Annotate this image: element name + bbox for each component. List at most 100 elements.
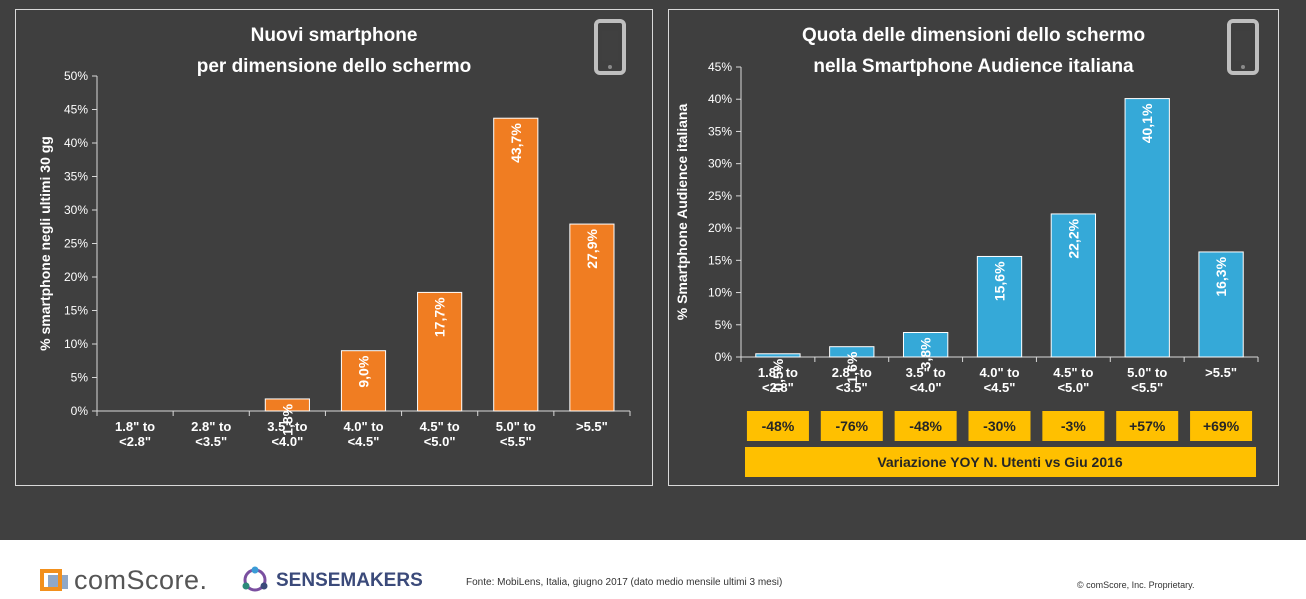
y-tick-label: 0% (71, 404, 89, 418)
bar-1 (755, 353, 801, 358)
x-category-label: 3.5" to (906, 365, 946, 380)
chart-title-line-2: per dimensione dello schermo (196, 56, 472, 77)
x-category-label: <5.0" (1057, 380, 1089, 395)
x-category-label: 5.0" to (496, 419, 536, 434)
source-note: Fonte: MobiLens, Italia, giugno 2017 (da… (466, 577, 783, 588)
footer (0, 540, 1306, 599)
chart-title-line-1: Nuovi smartphone (250, 25, 418, 46)
x-category-label: 4.0" to (343, 419, 383, 434)
data-label-4: 15,6% (992, 261, 1008, 301)
y-tick-label: 25% (64, 237, 88, 251)
y-tick-label: 40% (708, 92, 732, 106)
x-category-label: <3.5" (195, 434, 227, 449)
yoy-change-box-1 (746, 411, 809, 441)
x-category-label: <5.5" (500, 434, 532, 449)
yoy-change-value-6: +57% (1129, 418, 1166, 434)
y-tick-label: 45% (64, 103, 88, 117)
yoy-change-value-4: -30% (983, 418, 1016, 434)
bar-chart-new-smartphones: 0% 5% 10% 15% 20% 25% 30% 35% 40% 45% 50% % smartph… (37, 69, 631, 449)
chart-panel-audience: Quota delle dimensioni dello schermo nel… (668, 9, 1279, 486)
x-category-label: 1.8" to (115, 419, 155, 434)
y-tick-label: 20% (64, 270, 88, 284)
yoy-change-value-1: -48% (762, 418, 795, 434)
y-tick-label: 25% (708, 189, 732, 203)
data-label-4: 9,0% (356, 355, 372, 387)
x-category-label: <4.0" (910, 380, 942, 395)
x-category-label: >5.5" (576, 419, 608, 434)
x-category-label: <2.8" (762, 380, 794, 395)
x-category-label: <3.5" (836, 380, 868, 395)
data-label-5: 17,7% (432, 297, 448, 337)
y-axis-title: % Smartphone Audience italiana (674, 104, 690, 321)
y-tick-label: 5% (715, 318, 733, 332)
y-tick-label: 35% (708, 124, 732, 138)
y-tick-label: 15% (64, 304, 88, 318)
data-label-6: 40,1% (1139, 103, 1155, 143)
x-category-label: <2.8" (119, 434, 151, 449)
y-tick-label: 10% (708, 286, 732, 300)
comscore-logo (40, 569, 62, 591)
yoy-caption: Variazione YOY N. Utenti vs Giu 2016 (877, 454, 1123, 470)
yoy-change-value-7: +69% (1203, 418, 1240, 434)
y-tick-label: 10% (64, 337, 88, 351)
yoy-change-value-3: -48% (909, 418, 942, 434)
x-category-label: <5.5" (1131, 380, 1163, 395)
x-category-label: 4.5" to (1053, 365, 1093, 380)
yoy-change-box-5 (1042, 411, 1105, 441)
data-label-7: 16,3% (1213, 256, 1229, 296)
copyright-note: © comScore, Inc. Proprietary. (1077, 580, 1195, 590)
bar-5 (1050, 213, 1097, 358)
y-tick-label: 50% (64, 69, 88, 83)
x-category-label: >5.5" (1205, 365, 1237, 380)
smartphone-icon (594, 19, 626, 75)
chart-title: Quota delle dimensioni dello schermo nel… (669, 20, 1278, 82)
bar-2 (829, 346, 875, 358)
x-category-label: <5.0" (424, 434, 456, 449)
x-category-label: 4.0" to (979, 365, 1019, 380)
yoy-change-value-5: -3% (1061, 418, 1086, 434)
yoy-change-box-4 (968, 411, 1031, 441)
bar-4 (976, 255, 1023, 358)
bar-6 (493, 117, 539, 412)
bar-chart-audience: 0% 5% 10% 15% 20% 25% 30% 35% 40% 45% % Smartphone… (674, 60, 1259, 477)
data-label-7: 27,9% (584, 229, 600, 269)
x-category-label: 2.8" to (191, 419, 231, 434)
x-category-label: 2.8" to (832, 365, 872, 380)
yoy-change-box-3 (894, 411, 957, 441)
yoy-change-box-6 (1116, 411, 1179, 441)
data-label-2: 1,6% (844, 351, 860, 383)
y-tick-label: 20% (708, 221, 732, 235)
bar-3 (902, 332, 949, 358)
data-label-3: 3,8% (918, 337, 934, 369)
x-category-label: 3.5" to (267, 419, 307, 434)
bar-4 (340, 350, 387, 412)
y-tick-label: 5% (71, 371, 89, 385)
comscore-wordmark: comScore. (74, 565, 208, 595)
bar-7 (569, 223, 615, 412)
bar-6 (1124, 98, 1170, 358)
sensemakers-wordmark: SENSEMAKERS (276, 570, 423, 591)
y-tick-label: 30% (708, 157, 732, 171)
y-tick-label: 40% (64, 136, 88, 150)
yoy-change-box-2 (820, 411, 883, 441)
x-category-label: 4.5" to (420, 419, 460, 434)
y-tick-label: 15% (708, 253, 732, 267)
chart-panel-new-smartphones: Nuovi smartphone per dimensione dello sc… (15, 9, 653, 486)
chart-title-line-1: Quota delle dimensioni dello schermo (801, 25, 1146, 46)
x-category-label: 1.8" to (758, 365, 798, 380)
data-label-1: 0,5% (770, 358, 786, 390)
sensemakers-logo (242, 566, 268, 592)
y-axis-title: % smartphone negli ultimi 30 gg (37, 136, 53, 351)
bar-5 (417, 291, 463, 412)
chart-title-line-2: nella Smartphone Audience italiana (813, 56, 1134, 77)
x-category-label: <4.0" (271, 434, 303, 449)
chart-title: Nuovi smartphone per dimensione dello sc… (16, 20, 652, 82)
y-tick-label: 35% (64, 170, 88, 184)
smartphone-icon (1227, 19, 1259, 75)
x-category-label: <4.5" (348, 434, 380, 449)
yoy-caption-box (745, 447, 1256, 477)
y-tick-label: 0% (715, 350, 733, 364)
data-label-3: 1,8% (279, 403, 295, 435)
y-tick-label: 45% (708, 60, 732, 74)
x-category-label: <4.5" (984, 380, 1016, 395)
